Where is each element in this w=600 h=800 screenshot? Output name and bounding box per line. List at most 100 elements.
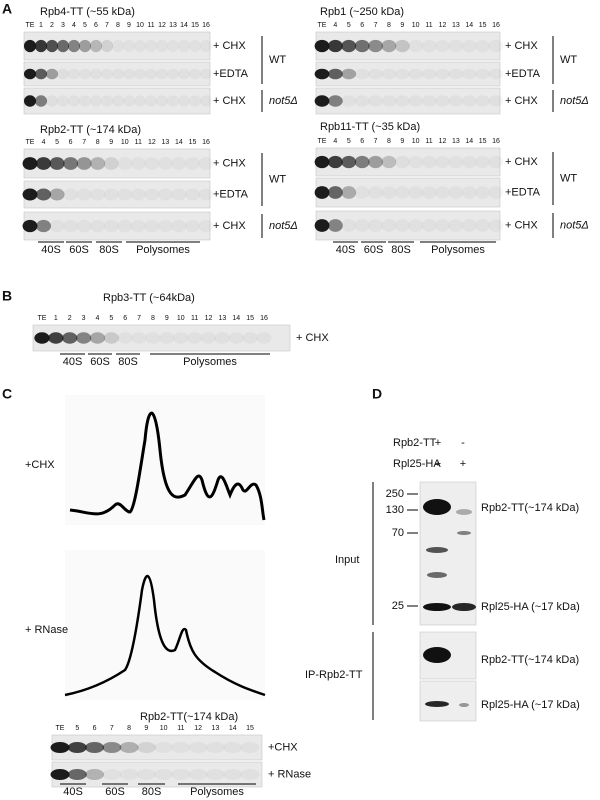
band [314, 186, 330, 199]
band [341, 155, 357, 169]
band [427, 572, 447, 578]
band [171, 157, 187, 170]
band [368, 219, 383, 232]
group-label: not5Δ [560, 219, 589, 231]
band [22, 188, 38, 201]
lane-number: 3 [82, 315, 86, 322]
band [103, 188, 119, 201]
band [173, 332, 189, 344]
lane-number: 4 [333, 22, 337, 29]
band [48, 332, 64, 344]
band [90, 157, 106, 170]
blot-strip [51, 761, 263, 788]
band [117, 188, 133, 201]
band [452, 603, 476, 611]
blot-title: Rpb2-TT (~174 kDa) [40, 124, 141, 136]
fraction-label: 80S [142, 786, 162, 798]
fraction-label: 40S [41, 244, 61, 256]
band [45, 68, 59, 80]
lane-number: 2 [68, 315, 72, 322]
lane-number: 10 [412, 138, 420, 145]
section-label: IP-Rpb2-TT [305, 669, 363, 681]
band [49, 157, 65, 170]
lane-number: 8 [116, 22, 120, 29]
lane-number: TE [318, 138, 327, 145]
lane-number: TE [26, 22, 35, 29]
band [67, 95, 81, 107]
row-label: + CHX [213, 220, 246, 232]
row-label: + CHX [505, 156, 538, 168]
band [130, 219, 146, 233]
band [223, 742, 243, 753]
band [186, 332, 203, 344]
band [133, 68, 147, 80]
condition-mark: - [461, 437, 465, 449]
band [144, 95, 158, 107]
section-label: Input [335, 554, 359, 566]
band [408, 39, 424, 53]
profile-label: + RNase [25, 624, 68, 636]
lane-number: 11 [147, 22, 154, 29]
fraction-label: 80S [118, 356, 138, 368]
band [394, 68, 410, 80]
band [177, 39, 191, 53]
band [171, 219, 187, 233]
band [67, 742, 87, 753]
lane-number: 6 [69, 139, 73, 146]
band [435, 186, 450, 199]
band [122, 95, 136, 107]
lane-number: 7 [110, 725, 114, 732]
band [89, 39, 103, 53]
lane-number: 14 [175, 139, 183, 146]
band [223, 769, 243, 780]
fraction-label: 80S [99, 244, 119, 256]
band [117, 219, 133, 233]
band [214, 332, 231, 344]
band [111, 68, 125, 80]
blot-strip [23, 61, 211, 87]
band [36, 188, 51, 201]
band [103, 332, 120, 344]
band [354, 95, 370, 107]
band [56, 68, 70, 80]
band [423, 603, 451, 611]
band [425, 701, 449, 707]
band [23, 39, 37, 53]
lane-number: 16 [202, 22, 210, 29]
size-marker: 250 [386, 488, 404, 500]
band [78, 39, 92, 53]
lane-number: 8 [387, 138, 391, 145]
lane-number: 12 [194, 725, 202, 732]
band [154, 769, 174, 780]
band [435, 219, 450, 232]
row-label: + CHX [296, 332, 329, 344]
band [78, 68, 92, 80]
lane-number: 5 [75, 725, 79, 732]
profile-label: +CHX [25, 459, 55, 471]
band [22, 219, 38, 233]
panel-label: B [2, 288, 12, 304]
band [117, 332, 133, 344]
band [50, 769, 70, 780]
lane-number: 5 [55, 139, 59, 146]
band [448, 95, 464, 107]
group-label: not5Δ [269, 220, 298, 232]
band [408, 186, 424, 199]
lane-number: 10 [121, 139, 129, 146]
lane-number: 15 [479, 22, 487, 29]
fraction-label: 60S [69, 244, 89, 256]
band [314, 155, 330, 169]
band [166, 95, 180, 107]
lane-number: 12 [439, 22, 447, 29]
lane-number: 11 [425, 138, 432, 145]
lane-number: 10 [136, 22, 144, 29]
lane-number: 11 [191, 315, 198, 322]
band [421, 219, 437, 232]
band [368, 95, 383, 107]
band [185, 188, 200, 201]
band [130, 188, 146, 201]
band [328, 68, 343, 80]
band [76, 157, 92, 170]
lane-number: 15 [189, 139, 197, 146]
fraction-label: 40S [336, 244, 356, 256]
